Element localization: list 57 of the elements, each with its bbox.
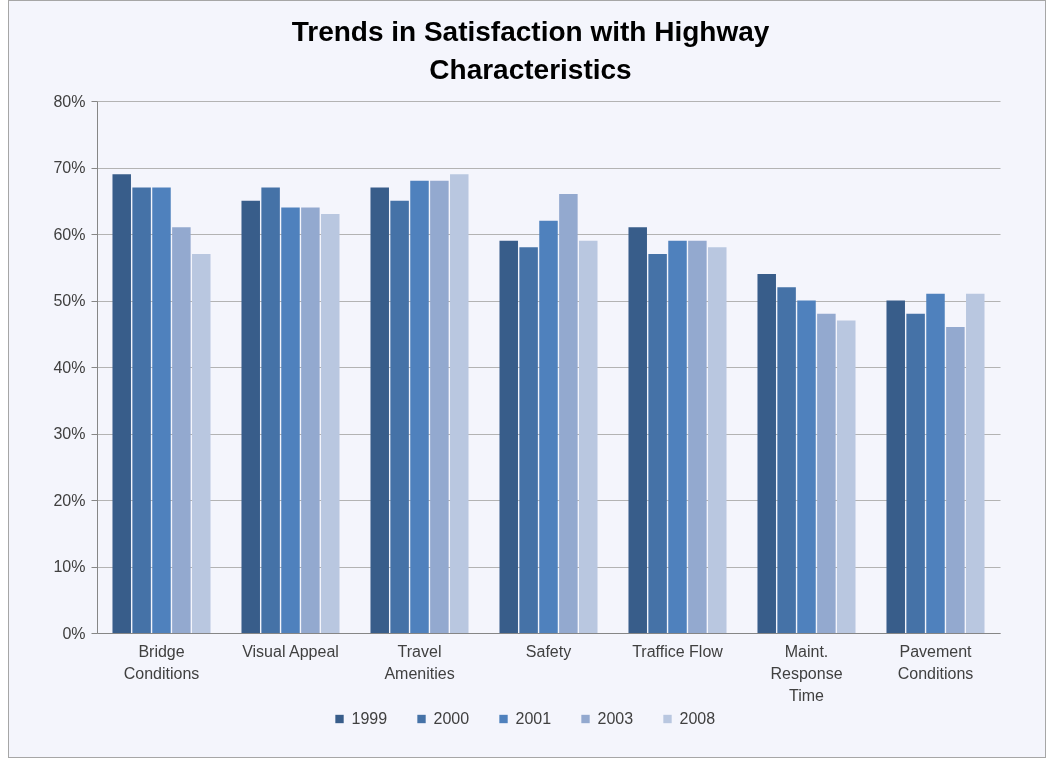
bar [668,240,687,633]
y-tick-label: 0% [62,624,86,642]
x-tick-label: Safety [525,642,572,660]
y-tick-label: 80% [53,92,86,110]
bar [757,273,776,633]
bar [906,313,925,633]
x-tick-label: Pavement Conditions [897,642,974,682]
y-tick-label: 30% [53,425,86,442]
bar [837,320,856,633]
legend-label: 1999 [351,710,388,727]
bar [926,293,945,633]
bar [261,187,280,633]
bar [321,214,340,633]
bar [579,240,598,633]
y-tick-label: 10% [53,558,86,575]
x-tick-label: Travel Amenities [384,642,455,682]
x-tick-label: Traffice Flow [632,642,724,660]
bar [777,287,796,633]
bar [886,300,905,633]
x-tick-label: Bridge Conditions [123,642,200,682]
bar [192,253,211,633]
bar [946,327,965,633]
bar [688,240,707,633]
y-tick-label: 50% [53,292,86,309]
bar [628,227,647,633]
bar [648,253,667,633]
bar [797,300,816,633]
y-tick-label: 60% [53,225,86,243]
bar [132,187,151,633]
x-tick-label: Maint. Response Time [770,642,843,704]
bar [241,200,260,633]
bar [817,313,836,633]
y-tick-label: 40% [53,358,86,376]
legend-label: 2008 [679,710,716,727]
bar [499,240,518,633]
bar [390,200,409,633]
chart-title: Trends in Satisfaction with Highway Characteristics [291,16,770,85]
legend-label: 2001 [515,710,552,727]
bar [370,187,389,633]
bar [152,187,171,633]
bar [172,227,191,633]
x-tick-label: Visual Appeal [242,642,339,660]
bar [430,180,449,633]
bar [301,207,320,633]
bar [112,174,131,633]
bar [410,180,429,633]
y-tick-label: 70% [53,159,86,176]
bar [450,174,469,633]
bar [708,247,727,633]
bar [966,293,985,633]
bar [281,207,300,633]
bar [539,220,558,633]
legend-label: 2000 [433,710,470,727]
bar [519,247,538,633]
bar [559,194,578,633]
legend-label: 2003 [597,710,634,727]
y-tick-label: 20% [53,491,86,509]
